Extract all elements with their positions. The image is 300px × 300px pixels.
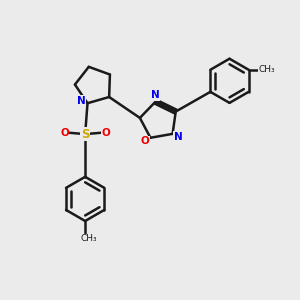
Text: N: N [151, 90, 159, 100]
Text: N: N [173, 132, 182, 142]
Text: O: O [60, 128, 69, 138]
Text: N: N [77, 96, 85, 106]
Text: CH₃: CH₃ [80, 234, 97, 243]
Text: O: O [141, 136, 149, 146]
Text: CH₃: CH₃ [259, 65, 275, 74]
Text: S: S [81, 128, 89, 141]
Text: O: O [101, 128, 110, 138]
